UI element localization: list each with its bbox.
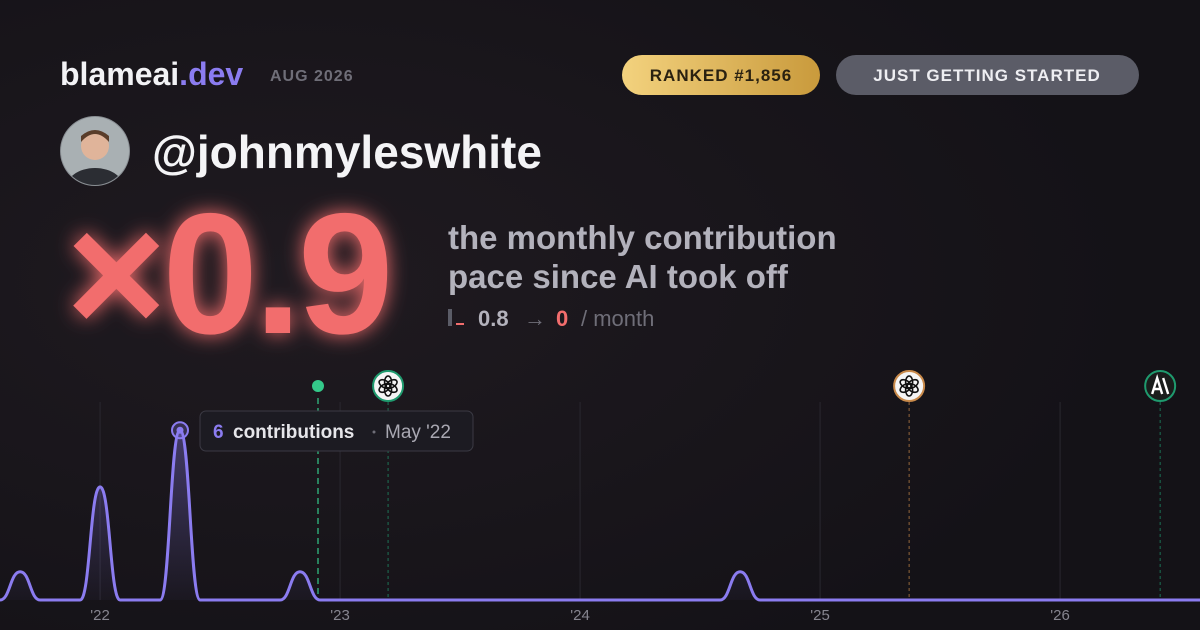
- icon-petal: [899, 378, 912, 390]
- event-dot: [312, 380, 324, 392]
- tooltip-value: 6: [213, 422, 224, 443]
- tooltip-date: May '22: [385, 422, 451, 443]
- description-line: pace since AI took off: [448, 258, 789, 295]
- x-tick-label: '26: [1050, 607, 1070, 624]
- brand: blameai.dev: [60, 56, 243, 92]
- icon-bar: [456, 323, 464, 325]
- level-badge-bg: [836, 55, 1139, 95]
- avatar: [60, 116, 130, 186]
- x-tick-label: '23: [330, 607, 350, 624]
- tooltip: 6 contributions May '22: [199, 410, 474, 452]
- x-tick-label: '24: [570, 607, 590, 624]
- event-icon: [893, 370, 926, 402]
- description-line: the monthly contribution: [448, 219, 837, 256]
- tooltip-label: contributions: [233, 422, 354, 443]
- multiplier: ×0.9: [66, 178, 390, 370]
- brand-name: blameai: [60, 56, 179, 92]
- username: @johnmyleswhite: [152, 126, 542, 178]
- line: [0, 428, 1200, 602]
- date: AUG 2026: [270, 68, 354, 85]
- icon-bar: [448, 309, 452, 326]
- x-tick-label: '22: [90, 607, 110, 624]
- chart: '22 '23 '24 '25 '26 6 contributions May '22: [0, 370, 1200, 624]
- icon-glyph: [1151, 373, 1170, 395]
- level-badge: JUST GETTING STARTED: [873, 66, 1100, 85]
- arrow: →: [524, 306, 546, 331]
- before-value: 0.8: [478, 306, 509, 331]
- highlight-dot: [176, 426, 184, 434]
- tooltip-box: [199, 410, 474, 452]
- unit: / month: [581, 306, 654, 331]
- x-tick-label: '25: [810, 607, 830, 624]
- after-value: 0: [556, 306, 568, 331]
- rank-badge: RANKED #1,856: [650, 66, 792, 85]
- rank-badge-bg: [622, 55, 820, 95]
- event-icon: [372, 370, 405, 402]
- icon-petal: [378, 378, 391, 390]
- tooltip-separator: [372, 430, 376, 434]
- brand-tld: .dev: [179, 56, 243, 92]
